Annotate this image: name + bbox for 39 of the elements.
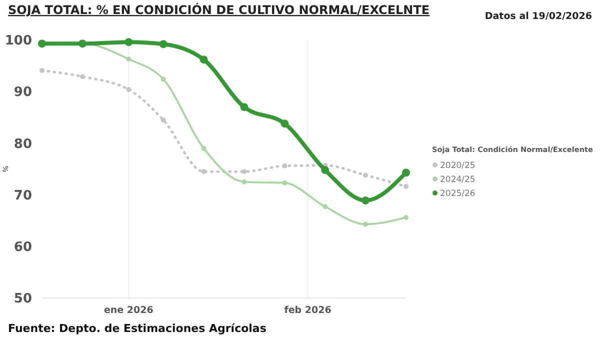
point [160,117,166,122]
point [322,204,328,210]
point [242,169,247,174]
point [321,166,330,174]
y-tick-label: 60 [14,240,32,255]
legend-label: 2025/26 [440,188,476,199]
text: Datos al 19/02/2026 [484,11,592,22]
point [160,76,166,82]
y-tick-label: 80 [14,136,32,152]
point [404,184,408,190]
point [242,179,247,184]
x-tick-label: ene 2026 [104,305,154,316]
y-tick-label: 100 [4,34,32,49]
chart-title: SOJA TOTAL: % EN CONDICIÓN DE CULTIVO NORMAL/EXCELNTE [8,2,430,17]
point [124,38,133,46]
point [240,103,248,112]
x-tick-label: feb 2026 [284,305,332,316]
point [280,120,289,128]
point [80,74,85,80]
point [126,87,132,92]
source-note: Fuente: Depto. de Estimaciones Agrícolas [8,322,267,335]
point [282,180,288,186]
point [201,146,206,151]
legend-label: 2020/25 [440,160,476,171]
point [404,215,408,220]
point [200,56,208,64]
point [201,169,206,174]
point [126,56,132,62]
point [159,40,168,48]
point [362,196,370,204]
y-tick-label: 90 [14,85,32,100]
y-tick-label: 70 [14,188,32,204]
legend-label: 2024/25 [440,174,476,185]
point [40,68,44,73]
y-tick-label: 50 [14,292,32,307]
point [363,172,368,178]
point [363,222,368,227]
point [282,163,288,168]
point [402,168,410,177]
